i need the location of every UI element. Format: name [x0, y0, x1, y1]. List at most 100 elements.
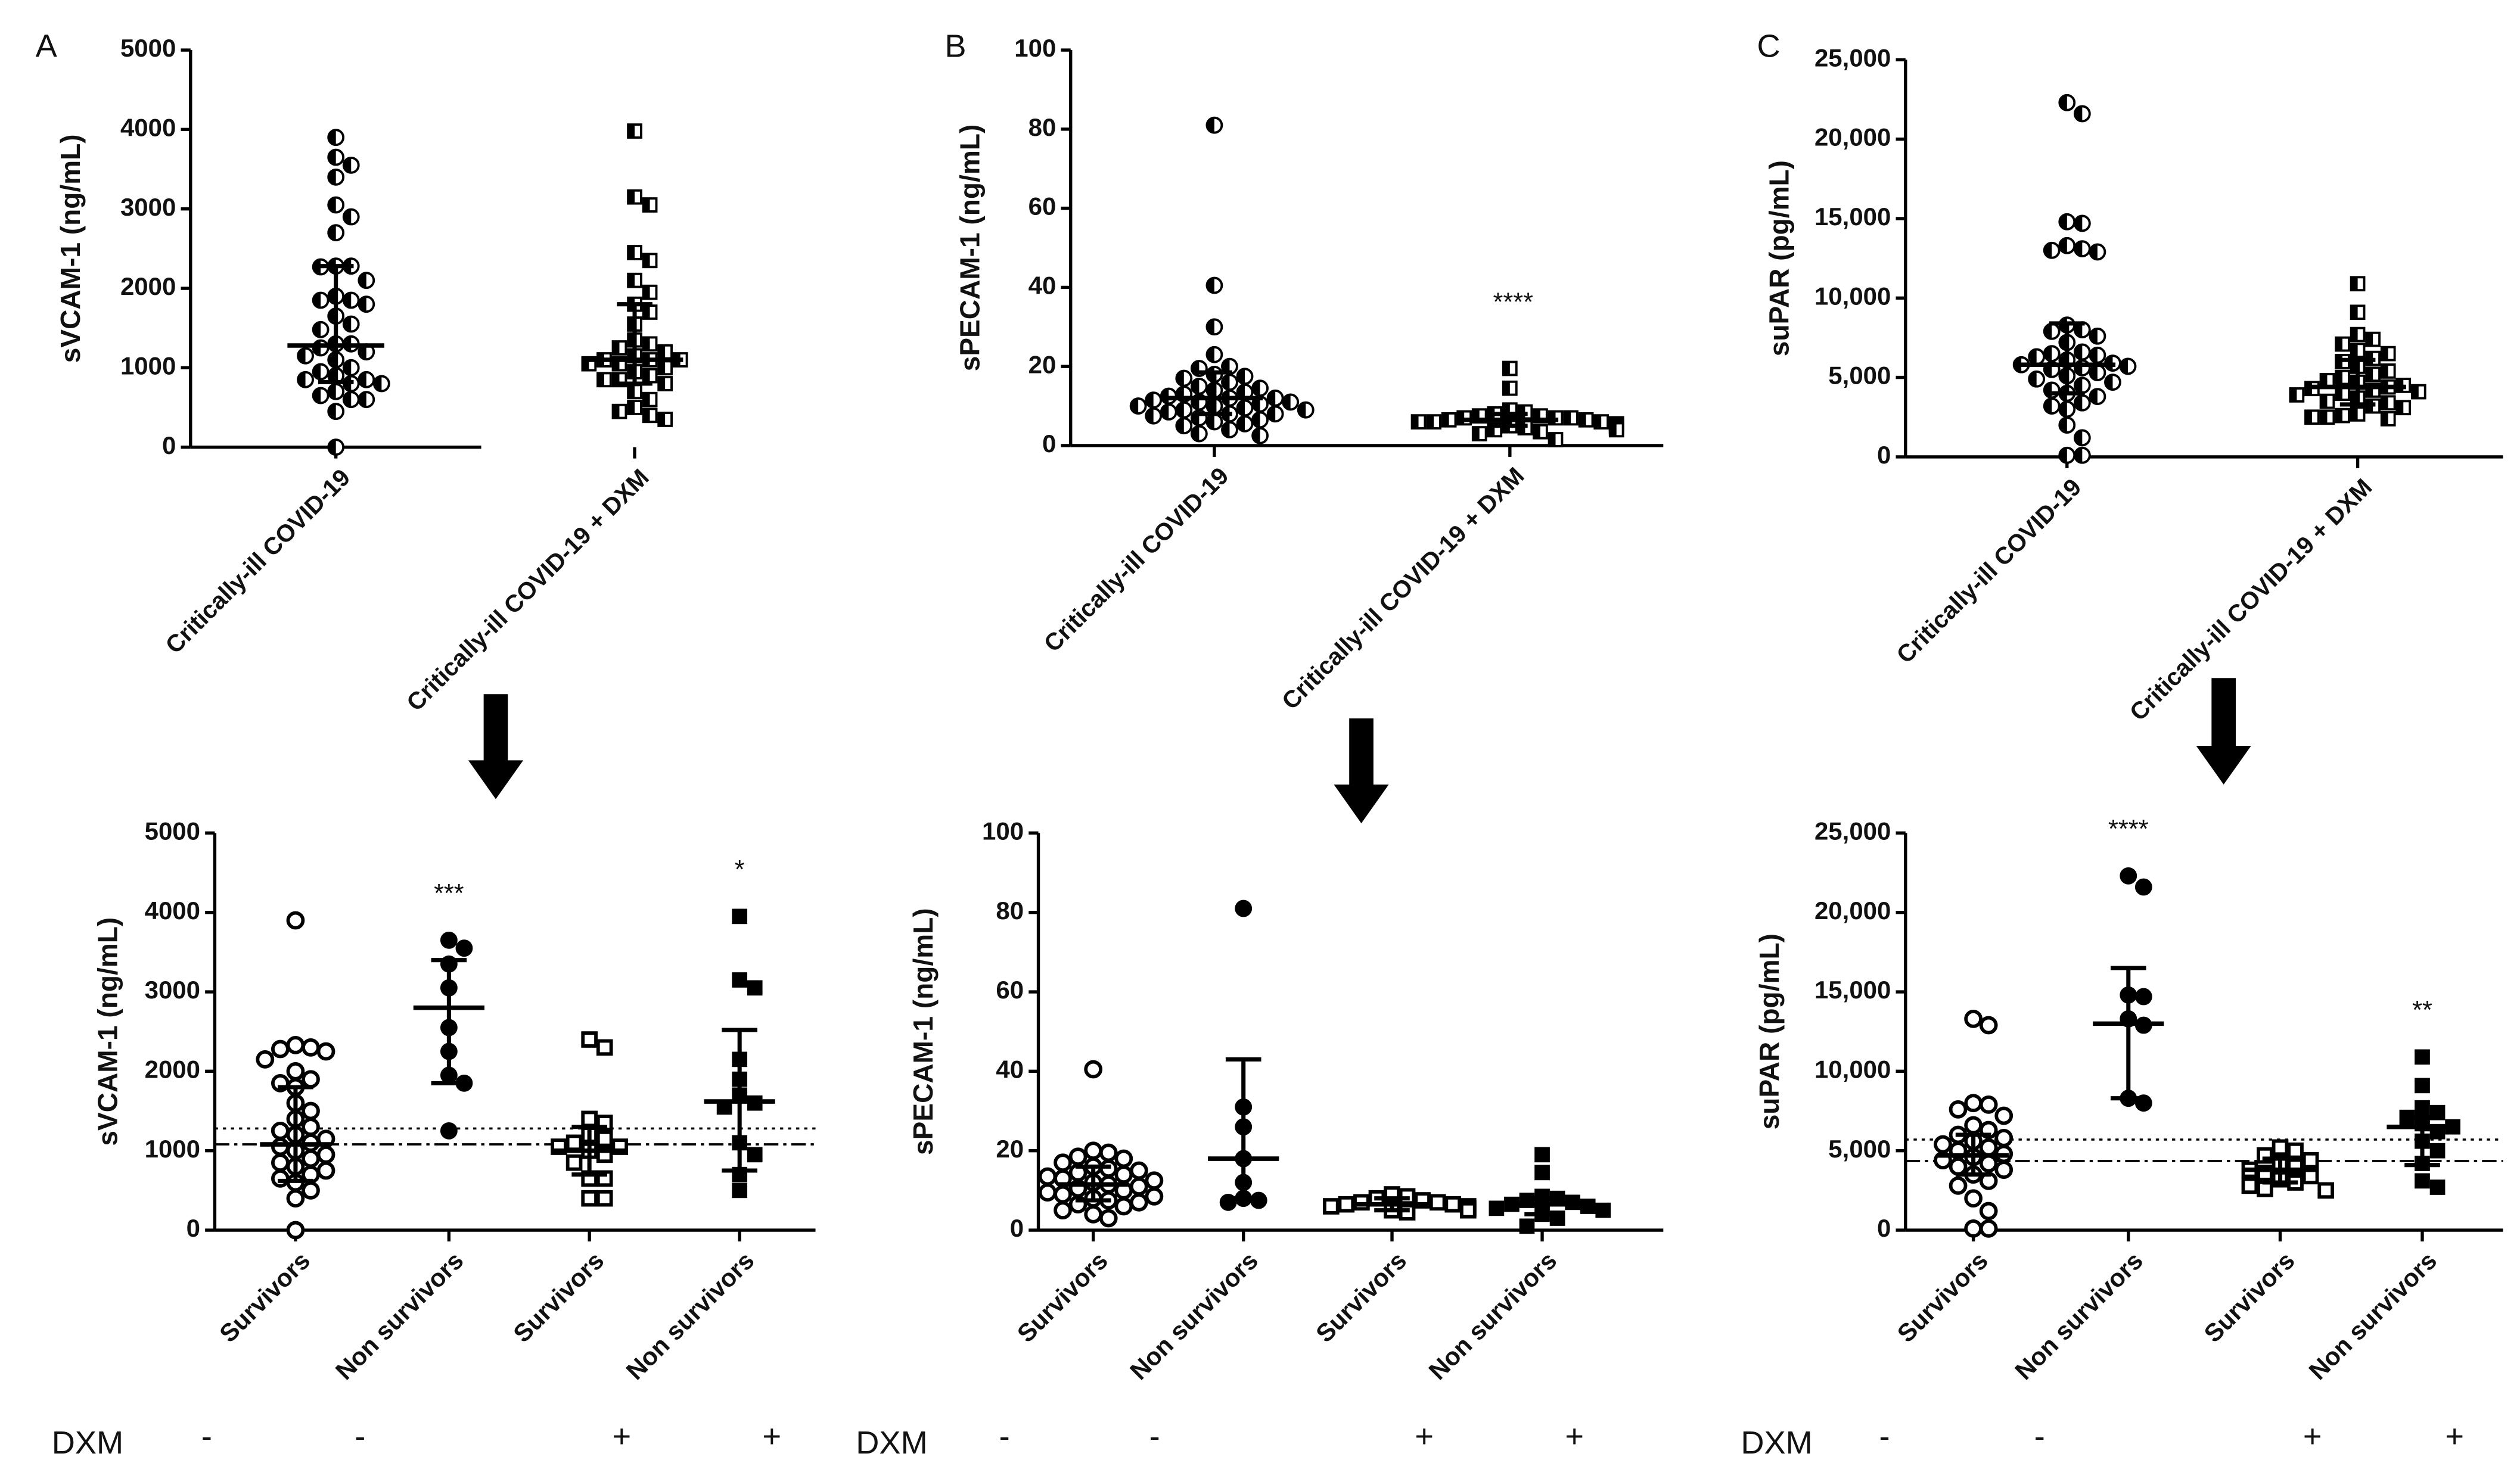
circle-half-point — [2089, 346, 2106, 364]
circle-half-point — [1205, 413, 1223, 431]
dxm-label: DXM — [52, 1425, 123, 1461]
y-tick-label: 0 — [162, 431, 176, 459]
circle-half-point — [312, 387, 330, 404]
circle-open-point — [1994, 1128, 2013, 1147]
circle-half-point — [1175, 417, 1193, 435]
marker-half-fill — [643, 306, 650, 319]
square-open-point — [596, 1190, 613, 1207]
marker-half-fill — [2120, 359, 2129, 374]
circle-half-point — [2058, 213, 2076, 231]
square-half-point — [1471, 426, 1487, 441]
circle-half-point — [2119, 357, 2137, 375]
circle-filled-point — [440, 931, 458, 949]
square-half-point — [2304, 409, 2320, 425]
marker-half-fill — [1503, 403, 1510, 417]
circle-half-point — [342, 291, 360, 309]
circle-half-point — [1221, 357, 1238, 375]
y-tick-label: 20,000 — [1814, 897, 1891, 925]
square-half-point — [1410, 414, 1427, 430]
circle-half-point — [1251, 411, 1269, 429]
dxm-mark: + — [1565, 1418, 1584, 1454]
circle-open-point — [1084, 1060, 1103, 1079]
circle-open-point — [1979, 1202, 1998, 1221]
marker-half-fill — [628, 273, 635, 287]
square-half-point — [642, 407, 658, 424]
circle-half-point — [297, 347, 314, 365]
circle-half-point — [2043, 397, 2061, 415]
circle-open-point — [302, 1149, 320, 1168]
category-label: Non survivors — [2303, 1246, 2442, 1385]
square-filled-point — [2415, 1173, 2430, 1189]
marker-half-fill — [658, 377, 666, 390]
marker-half-fill — [2336, 409, 2343, 422]
y-tick-label: 20 — [996, 1135, 1024, 1163]
marker-half-fill — [628, 385, 635, 399]
y-tick-label: 15,000 — [1814, 203, 1891, 231]
marker-half-fill — [1549, 433, 1556, 446]
square-half-point — [1502, 380, 1518, 396]
square-filled-point — [747, 1147, 763, 1163]
circle-open-point — [286, 911, 305, 930]
data-series — [716, 908, 763, 1199]
dxm-mark: + — [613, 1418, 632, 1454]
circle-open-point — [1934, 1135, 1952, 1154]
square-half-point — [642, 197, 658, 213]
circle-half-point — [2104, 374, 2121, 391]
panel-letter: A — [36, 29, 58, 64]
y-tick-label: 0 — [1877, 1214, 1891, 1242]
marker-half-fill — [2090, 365, 2098, 381]
marker-half-fill — [628, 349, 635, 363]
marker-half-fill — [1267, 406, 1276, 422]
square-half-point — [2380, 411, 2396, 427]
circle-filled-point — [440, 1122, 458, 1140]
data-series — [297, 129, 390, 456]
marker-half-fill — [658, 345, 666, 359]
square-filled-point — [1534, 1165, 1550, 1181]
significance-label: **** — [2108, 815, 2149, 844]
circle-half-point — [312, 291, 330, 309]
square-half-point — [2410, 384, 2426, 400]
square-open-point — [565, 1154, 583, 1171]
marker-half-fill — [328, 225, 336, 241]
circle-half-point — [2058, 446, 2076, 464]
marker-half-fill — [1191, 378, 1200, 394]
circle-open-point — [286, 1035, 305, 1054]
y-tick-label: 40 — [1028, 271, 1057, 299]
y-tick-label: 25,000 — [1814, 817, 1891, 845]
square-half-point — [657, 376, 673, 391]
circle-half-point — [342, 208, 360, 226]
circle-half-point — [342, 156, 360, 174]
y-tick-label: 4000 — [120, 113, 176, 141]
circle-open-point — [1129, 1193, 1148, 1212]
marker-half-fill — [298, 348, 306, 363]
marker-half-fill — [613, 373, 620, 387]
circle-half-point — [1145, 391, 1163, 409]
marker-half-fill — [1427, 415, 1434, 429]
circle-open-point — [1129, 1177, 1148, 1196]
marker-half-fill — [643, 198, 650, 211]
circle-half-point — [1190, 377, 1208, 395]
circle-half-point — [2073, 343, 2091, 361]
data-series — [256, 911, 335, 1240]
y-tick-label: 100 — [1014, 34, 1056, 62]
circle-half-point — [1221, 421, 1238, 438]
dxm-mark: - — [201, 1418, 212, 1454]
circle-open-point — [271, 1039, 290, 1059]
circle-half-point — [1236, 415, 1254, 432]
arrow-shape — [2196, 678, 2251, 785]
circle-open-point — [1114, 1149, 1133, 1168]
category-label: Survivors — [214, 1246, 315, 1347]
circle-open-point — [286, 1189, 305, 1208]
circle-open-point — [1979, 1016, 1998, 1035]
circle-half-point — [327, 224, 345, 242]
marker-half-fill — [2059, 402, 2067, 417]
square-half-point — [611, 403, 627, 419]
data-series — [1934, 1009, 2013, 1238]
marker-half-fill — [2105, 375, 2113, 390]
marker-half-fill — [2090, 389, 2098, 404]
circle-half-point — [2058, 236, 2076, 254]
circle-half-point — [2073, 105, 2091, 123]
marker-half-fill — [2381, 365, 2388, 378]
circle-open-point — [1949, 1100, 1968, 1119]
square-half-point — [642, 284, 658, 300]
